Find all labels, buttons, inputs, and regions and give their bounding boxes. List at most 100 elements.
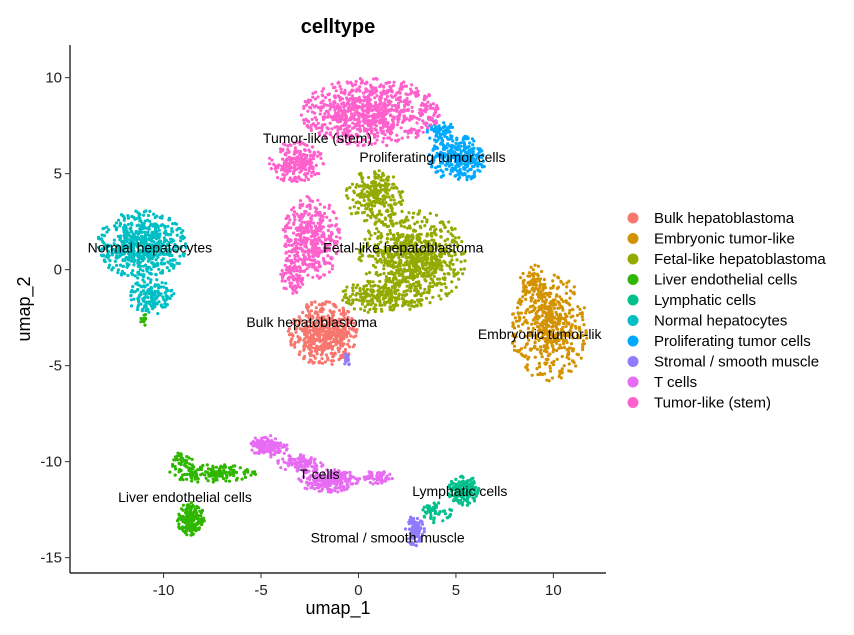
data-point xyxy=(549,286,553,290)
data-point xyxy=(411,263,415,267)
data-point xyxy=(535,321,540,325)
data-point xyxy=(571,314,575,318)
data-point xyxy=(409,272,413,276)
data-point xyxy=(362,299,366,303)
data-point xyxy=(416,235,420,239)
data-point xyxy=(432,521,436,525)
data-point xyxy=(432,501,436,505)
data-point xyxy=(373,175,377,179)
data-point xyxy=(531,318,535,322)
data-point xyxy=(565,281,569,285)
data-point xyxy=(251,441,255,445)
data-point xyxy=(317,489,321,493)
data-point xyxy=(546,329,550,333)
data-point xyxy=(516,350,521,354)
data-point xyxy=(371,263,376,268)
data-point xyxy=(173,473,177,477)
data-point xyxy=(531,268,535,272)
data-point xyxy=(147,310,151,314)
data-point xyxy=(543,332,547,336)
series-points-7 xyxy=(343,352,426,548)
data-point xyxy=(303,340,307,344)
data-point xyxy=(317,360,321,365)
data-point xyxy=(321,301,325,306)
data-point xyxy=(372,185,376,189)
data-point xyxy=(344,358,348,362)
data-point xyxy=(567,311,571,315)
data-point xyxy=(163,305,167,309)
data-point xyxy=(401,199,405,203)
data-point xyxy=(243,475,248,479)
data-point xyxy=(559,376,563,380)
data-point xyxy=(383,216,387,220)
data-point xyxy=(240,477,244,481)
data-point xyxy=(190,457,194,461)
data-point xyxy=(576,336,580,340)
data-point xyxy=(343,289,348,293)
data-point xyxy=(510,341,515,345)
data-point xyxy=(519,352,523,356)
data-point xyxy=(536,299,541,303)
data-point xyxy=(473,174,477,178)
data-point xyxy=(450,228,454,232)
data-point xyxy=(224,473,229,477)
data-point xyxy=(448,260,452,264)
data-point xyxy=(559,279,563,284)
data-point xyxy=(396,270,400,275)
data-point xyxy=(546,332,550,336)
data-point xyxy=(456,144,460,148)
data-point xyxy=(148,219,152,223)
data-point xyxy=(400,279,404,284)
data-point xyxy=(305,303,309,307)
data-point xyxy=(335,482,339,486)
data-point xyxy=(530,281,534,285)
data-point xyxy=(370,193,374,197)
data-point xyxy=(329,318,333,322)
data-point xyxy=(439,168,443,172)
data-point xyxy=(129,304,134,308)
data-point xyxy=(331,339,335,344)
data-point xyxy=(535,347,540,351)
data-point xyxy=(142,273,146,277)
data-point xyxy=(373,231,377,236)
data-point xyxy=(375,227,379,231)
data-point xyxy=(354,211,358,215)
data-point xyxy=(397,264,401,268)
data-point xyxy=(306,339,310,343)
data-point xyxy=(343,362,347,366)
data-point xyxy=(352,205,356,209)
data-point xyxy=(442,121,446,125)
data-point xyxy=(345,319,349,324)
data-point xyxy=(408,256,412,260)
data-point xyxy=(209,468,213,472)
data-point xyxy=(538,365,542,369)
data-point xyxy=(308,340,312,344)
data-point xyxy=(312,342,316,346)
data-point xyxy=(341,317,345,322)
data-point xyxy=(345,194,349,198)
data-point xyxy=(406,218,410,222)
data-point xyxy=(403,269,407,273)
data-point xyxy=(187,518,191,522)
data-point xyxy=(465,178,469,182)
data-point xyxy=(408,283,412,287)
data-point xyxy=(546,305,550,309)
data-point xyxy=(136,287,140,292)
data-point xyxy=(406,280,410,284)
data-point xyxy=(360,177,364,181)
data-point xyxy=(462,141,466,145)
data-point xyxy=(370,297,374,301)
data-point xyxy=(582,306,587,310)
data-point xyxy=(366,195,370,199)
data-point xyxy=(534,337,538,341)
data-point xyxy=(412,211,416,215)
data-point xyxy=(560,337,564,341)
series-points-0 xyxy=(286,300,359,366)
data-point xyxy=(287,454,291,458)
data-point xyxy=(171,258,175,262)
data-point xyxy=(533,299,537,303)
data-point xyxy=(167,269,171,273)
data-point xyxy=(268,440,272,444)
data-point xyxy=(512,344,517,348)
data-point xyxy=(466,479,470,483)
